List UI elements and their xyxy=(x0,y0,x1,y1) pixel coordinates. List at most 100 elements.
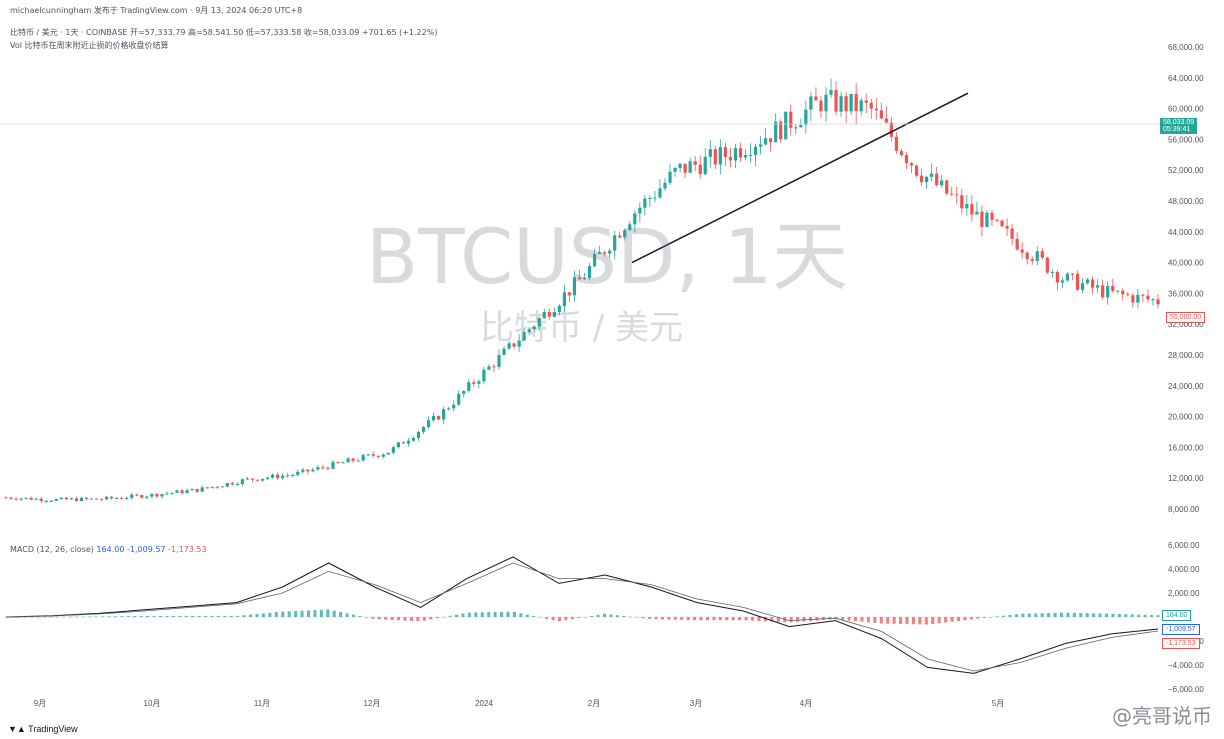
macd-histogram-bar xyxy=(487,612,491,617)
candle-body xyxy=(814,96,818,101)
macd-histogram-bar xyxy=(229,615,233,617)
candle-body xyxy=(990,212,994,220)
macd-histogram-bar xyxy=(525,614,529,617)
candle-body xyxy=(361,455,365,461)
macd-histogram-bar xyxy=(448,615,452,617)
macd-histogram-bar xyxy=(905,617,909,625)
macd-histogram-bar xyxy=(969,617,973,620)
macd-histogram-bar xyxy=(352,614,356,617)
candle-body xyxy=(653,197,657,199)
candle-body xyxy=(130,494,134,498)
candle-body xyxy=(613,235,617,251)
candle-body xyxy=(713,149,717,165)
macd-histogram-bar xyxy=(950,617,954,622)
macd-histogram-bar xyxy=(126,616,130,617)
macd-histogram-bar xyxy=(564,617,568,621)
macd-histogram-bar xyxy=(364,617,368,618)
macd-histogram-bar xyxy=(596,614,600,617)
candle-body xyxy=(829,90,833,95)
price-tick-label: 36,000.00 xyxy=(1168,289,1204,298)
candle-body xyxy=(39,498,43,501)
macd-histogram-bar xyxy=(1034,613,1038,617)
candle-body xyxy=(457,393,461,405)
macd-histogram-bar xyxy=(1098,613,1102,617)
candle-body xyxy=(89,498,94,500)
macd-histogram-bar xyxy=(319,609,323,617)
macd-hist-tag: 164.00 xyxy=(1162,610,1192,621)
macd-histogram-bar xyxy=(860,617,864,622)
candle-body xyxy=(899,150,904,156)
tradingview-logo[interactable]: ▼▲ TradingView xyxy=(8,724,78,734)
candle-body xyxy=(29,497,33,500)
macd-histogram-bar xyxy=(332,610,336,617)
candle-body xyxy=(1075,273,1080,290)
macd-tick-label: 4,000.00 xyxy=(1168,565,1200,574)
candle-body xyxy=(965,204,969,209)
macd-histogram-bar xyxy=(519,613,523,617)
trendline[interactable] xyxy=(631,92,969,264)
macd-histogram-bar xyxy=(590,615,594,617)
macd-histogram-bar xyxy=(1014,614,1018,617)
macd-histogram-bar xyxy=(693,617,697,621)
candle-body xyxy=(779,121,783,140)
macd-tick-label: −4,000.00 xyxy=(1168,661,1204,670)
candle-body xyxy=(663,182,667,189)
macd-line-value: -1,009.57 xyxy=(127,545,166,554)
macd-histogram-bar xyxy=(937,617,941,624)
candle-body xyxy=(145,496,149,498)
price-tick-label: 48,000.00 xyxy=(1168,197,1204,206)
candle-body xyxy=(125,497,129,499)
macd-histogram-bar xyxy=(442,617,446,618)
macd-histogram-bar xyxy=(480,612,484,617)
macd-histogram-bar xyxy=(532,615,536,617)
macd-histogram-bar xyxy=(1008,614,1012,617)
candle-body xyxy=(758,144,763,147)
macd-histogram-bar xyxy=(409,617,413,621)
candle-body xyxy=(321,467,325,469)
candle-body xyxy=(794,127,798,129)
candle-body xyxy=(743,155,748,158)
macd-histogram-bar xyxy=(731,617,735,621)
macd-histogram-bar xyxy=(718,617,722,621)
candle-body xyxy=(1070,273,1075,275)
candle-body xyxy=(281,475,285,479)
macd-histogram-bar xyxy=(615,615,619,617)
symbol-label[interactable]: 比特币 / 美元 · 1天 · COINBASE xyxy=(10,28,128,37)
candle-body xyxy=(442,409,446,420)
candle-body xyxy=(859,100,863,112)
candle-body xyxy=(577,277,582,280)
macd-label[interactable]: MACD (12, 26, close) xyxy=(10,545,94,554)
time-tick-label: 3月 xyxy=(690,699,702,708)
candle-body xyxy=(894,136,899,151)
candle-body xyxy=(235,483,240,485)
candle-body xyxy=(64,497,68,500)
time-axis[interactable]: 9月 10月 11月 12月 2024 2月 3月 4月 5月 xyxy=(34,699,1004,708)
macd-tick-label: 6,000.00 xyxy=(1168,541,1200,550)
macd-histogram-bar xyxy=(583,617,587,618)
candle-body xyxy=(909,163,914,166)
macd-histogram-bar xyxy=(879,617,883,624)
macd-histogram-bar xyxy=(841,617,845,620)
candle-body xyxy=(160,494,164,497)
price-tick-label: 44,000.00 xyxy=(1168,228,1204,237)
candle-body xyxy=(1015,238,1019,250)
candle-body xyxy=(467,382,471,391)
candle-body xyxy=(391,447,395,453)
macd-histogram-bar xyxy=(1092,613,1096,617)
candle-body xyxy=(205,487,209,489)
candle-body xyxy=(1065,273,1070,281)
candle-body xyxy=(411,437,416,441)
candle-body xyxy=(150,493,154,497)
macd-histogram-bar xyxy=(500,611,504,617)
macd-histogram-bar xyxy=(1079,613,1083,617)
candle-body xyxy=(381,454,385,457)
macd-histogram-bar xyxy=(725,617,729,621)
candle-body xyxy=(718,147,722,165)
macd-histogram-bar xyxy=(1040,613,1044,617)
candle-body xyxy=(769,138,773,143)
price-axis[interactable]: 8,000.00 12,000.00 16,000.00 20,000.00 24,00… xyxy=(1168,43,1204,514)
tv-icon: ▼▲ xyxy=(8,724,29,734)
candle-body xyxy=(1151,299,1155,301)
candle-body xyxy=(693,161,697,165)
